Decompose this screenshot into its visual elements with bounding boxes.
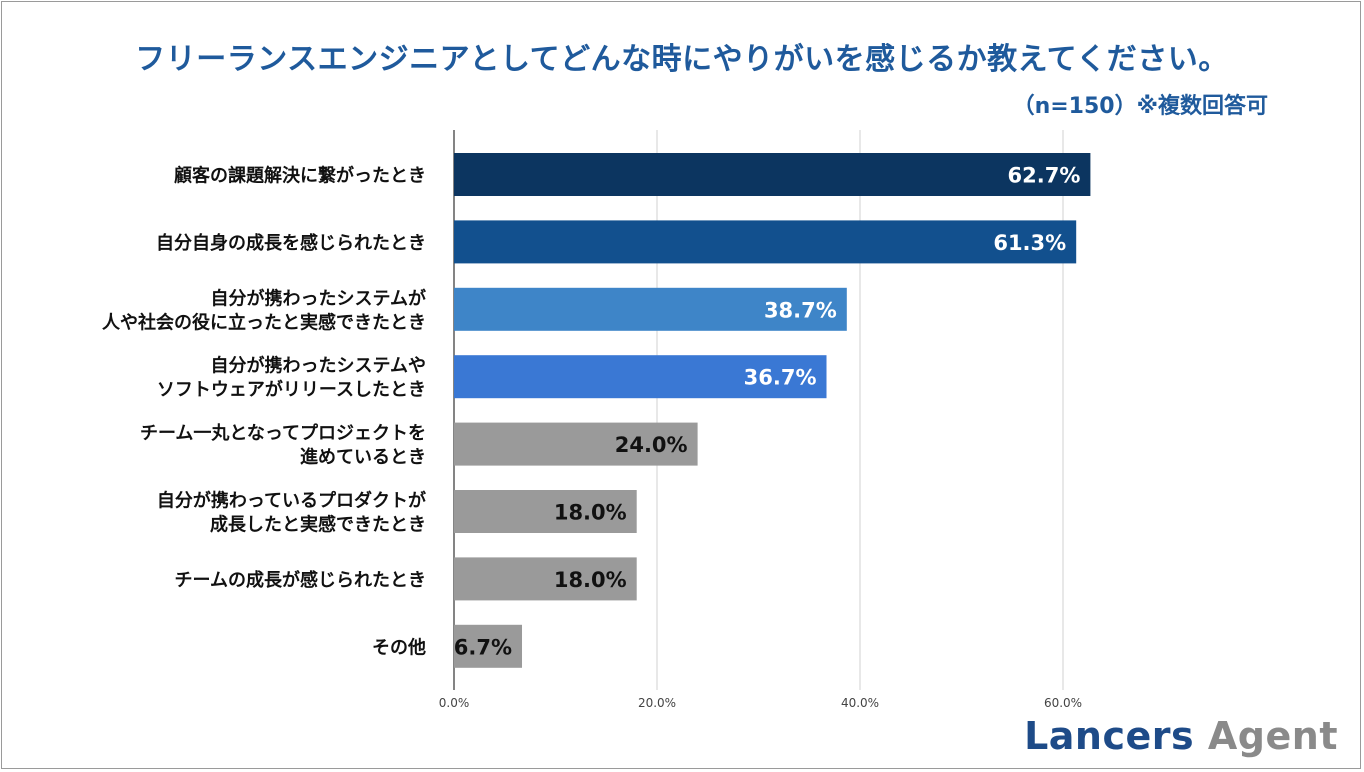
data-label: 62.7% bbox=[1008, 164, 1081, 188]
bar bbox=[454, 153, 1091, 196]
category-label: 自分自身の成長を感じられたとき bbox=[156, 232, 426, 254]
category-label: チーム一丸となってプロジェクトを bbox=[140, 422, 426, 444]
logo-part-lancers: Lancers bbox=[1024, 714, 1195, 758]
bar bbox=[454, 557, 637, 601]
data-label: 36.7% bbox=[744, 366, 817, 390]
category-label: 進めているとき bbox=[300, 446, 426, 468]
x-tick-label: 60.0% bbox=[1044, 696, 1082, 710]
category-label: その他 bbox=[372, 636, 426, 658]
category-label: 自分が携わったシステムや bbox=[211, 355, 426, 377]
bar bbox=[454, 422, 698, 466]
category-label: 自分が携わったシステムが bbox=[211, 287, 426, 309]
x-tick-label: 40.0% bbox=[841, 696, 879, 710]
logo-part-agent: Agent bbox=[1207, 714, 1338, 758]
data-label: 18.0% bbox=[554, 501, 627, 525]
category-label: 自分が携わっているプロダクトが bbox=[157, 490, 426, 512]
category-label: 顧客の課題解決に繋がったとき bbox=[174, 165, 426, 187]
category-label: ソフトウェアがリリースしたとき bbox=[157, 379, 426, 401]
data-label: 61.3% bbox=[993, 231, 1066, 255]
lancers-agent-logo: Lancers Agent bbox=[1024, 714, 1338, 758]
bar bbox=[454, 624, 523, 668]
x-tick-label: 0.0% bbox=[439, 696, 470, 710]
bar bbox=[454, 287, 847, 331]
bar bbox=[454, 220, 1077, 264]
category-label: 成長したと実感できたとき bbox=[210, 514, 426, 536]
chart-title: フリーランスエンジニアとしてどんな時にやりがいを感じるか教えてください。 bbox=[135, 42, 1229, 77]
bar bbox=[454, 490, 637, 533]
x-tick-label: 20.0% bbox=[638, 696, 676, 710]
data-label: 6.7% bbox=[454, 635, 512, 659]
data-label: 18.0% bbox=[554, 568, 627, 592]
data-label: 38.7% bbox=[764, 298, 837, 322]
bar bbox=[454, 355, 827, 399]
category-label: 人や社会の役に立ったと実感できたとき bbox=[102, 311, 426, 333]
data-label: 24.0% bbox=[615, 433, 688, 457]
category-label: チームの成長が感じられたとき bbox=[175, 569, 426, 591]
chart-subtitle: （n=150）※複数回答可 bbox=[1012, 94, 1268, 119]
